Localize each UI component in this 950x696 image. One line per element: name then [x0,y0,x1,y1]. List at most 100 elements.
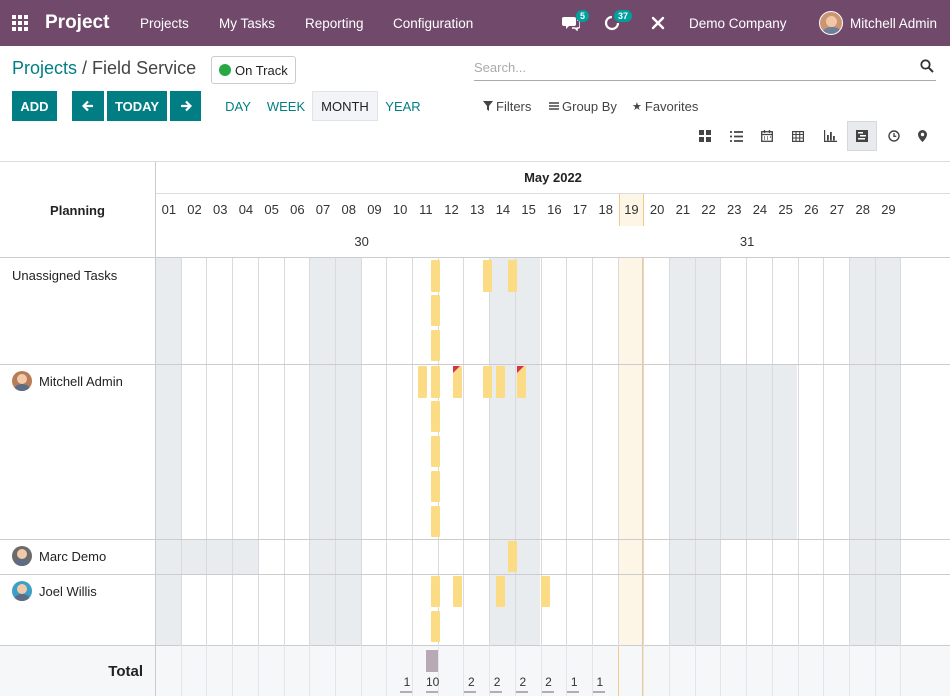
gantt-weekend-cell [874,258,901,364]
gantt-total-underline [567,691,580,693]
view-kanban-button[interactable] [690,121,720,151]
gantt-row-label[interactable]: Marc Demo [12,546,106,566]
gantt-week-label: 31 [739,234,755,249]
gantt-weekend-cell [694,539,721,574]
gantt-task-pill[interactable] [431,366,441,398]
gantt-task-pill[interactable] [495,366,505,398]
gantt-unavailable-cell [232,539,258,574]
view-calendar-button[interactable] [752,121,782,151]
gantt-col-line [591,258,593,645]
gantt-day-label: 10 [392,202,408,217]
gantt-task-pill[interactable] [482,260,492,292]
gantt-row-label[interactable]: Mitchell Admin [12,371,123,391]
scale-week[interactable]: WEEK [266,98,306,114]
gantt-task-pill[interactable] [431,576,441,607]
gantt-task-pill[interactable] [431,436,441,467]
menu-projects[interactable]: Projects [140,15,189,31]
gantt-task-pill[interactable] [431,330,441,361]
gantt-task-pill[interactable] [540,576,550,607]
gantt-row-line [0,364,950,365]
gantt-task-pill[interactable] [508,541,518,572]
gantt-weekend-cell [694,258,721,364]
app-brand[interactable]: Project [45,12,110,33]
gantt-total-col-line [232,645,234,696]
gantt-row-label[interactable]: Joel Willis [12,581,97,601]
gantt-total-underline [464,691,477,693]
scale-day[interactable]: DAY [225,98,251,114]
gantt-weekend-cell [309,364,335,539]
gantt-day-label: 06 [290,202,305,217]
gantt-total-col-line [437,645,439,696]
gantt-total-col-line [360,645,362,696]
gantt-task-pill[interactable] [508,260,518,292]
user-avatar [12,371,32,391]
gantt-task-pill[interactable] [431,506,441,537]
user-avatar[interactable] [819,0,843,46]
gantt-task-pill[interactable] [495,576,505,607]
gantt-day-label: 12 [444,202,459,217]
gantt-weekend-cell [309,574,335,645]
gantt-total-col-line [206,645,208,696]
next-button[interactable] [170,91,201,121]
view-gantt-button[interactable] [847,121,877,151]
gantt-weekend-cell [848,258,875,364]
gantt-task-pill[interactable] [431,260,441,292]
chat-count-badge: 5 [576,10,590,22]
gantt-task-pill[interactable] [431,401,441,432]
search-input[interactable] [474,56,904,78]
chat-icon[interactable] [562,0,580,46]
scale-month[interactable]: MONTH [312,91,378,121]
gantt-task-pill[interactable] [418,366,428,398]
view-pivot-button[interactable] [783,121,813,151]
gantt-col-line [232,258,234,645]
debug-tools-icon[interactable] [651,0,665,46]
apps-menu-icon[interactable] [12,0,30,46]
graph-icon [823,130,837,142]
view-map-button[interactable] [907,121,937,151]
gantt-task-pill[interactable] [453,576,463,607]
view-activity-button[interactable] [879,121,909,151]
user-avatar [12,581,32,601]
breadcrumb-projects[interactable]: Projects [12,58,78,78]
filters-button[interactable]: Filters [483,91,531,121]
gantt-row-label[interactable]: Unassigned Tasks [12,266,117,284]
gantt-day-label: 05 [264,202,279,217]
gantt-day-label: 11 [419,202,433,217]
company-switcher[interactable]: Demo Company [689,15,787,31]
gantt-weekend-cell [334,364,361,539]
scale-year[interactable]: YEAR [385,98,421,114]
gantt-day-label: 19 [618,194,645,226]
user-menu[interactable]: Mitchell Admin [850,15,938,31]
gantt-task-pill[interactable] [453,366,463,398]
menu-reporting[interactable]: Reporting [305,15,364,31]
add-button[interactable]: ADD [12,91,57,121]
activity-icon[interactable] [604,0,620,46]
gantt-total-col-line [694,645,696,696]
gantt-col-line [386,258,388,645]
search-icon[interactable] [920,59,934,73]
gantt-total-col-line [334,645,336,696]
gantt-task-pill[interactable] [482,366,492,398]
view-graph-button[interactable] [815,121,845,151]
breadcrumb-current: Field Service [92,58,197,78]
gantt-total-col-line [412,645,413,696]
menu-my-tasks[interactable]: My Tasks [219,15,276,31]
gantt-task-pill[interactable] [431,471,441,502]
today-button[interactable]: TODAY [107,91,167,121]
gantt-weekend-cell [514,258,541,364]
menu-configuration[interactable]: Configuration [393,15,474,31]
gantt-task-pill[interactable] [431,611,441,642]
gantt-task-pill[interactable] [517,366,527,398]
gantt-task-pill[interactable] [431,295,441,326]
project-status-button[interactable]: On Track [211,56,296,84]
gantt-row-name: Unassigned Tasks [12,267,118,283]
gantt-day-label: 09 [367,202,382,217]
favorites-button[interactable]: ★ Favorites [632,91,698,121]
breadcrumb-separator: / [77,58,93,78]
gantt-unavailable-cell [206,539,233,574]
gantt-row-name: Joel Willis [39,583,97,599]
group-by-button[interactable]: Group By [549,91,617,121]
view-list-button[interactable] [721,121,751,151]
previous-button[interactable] [72,91,104,121]
gantt-col-line [309,258,311,645]
